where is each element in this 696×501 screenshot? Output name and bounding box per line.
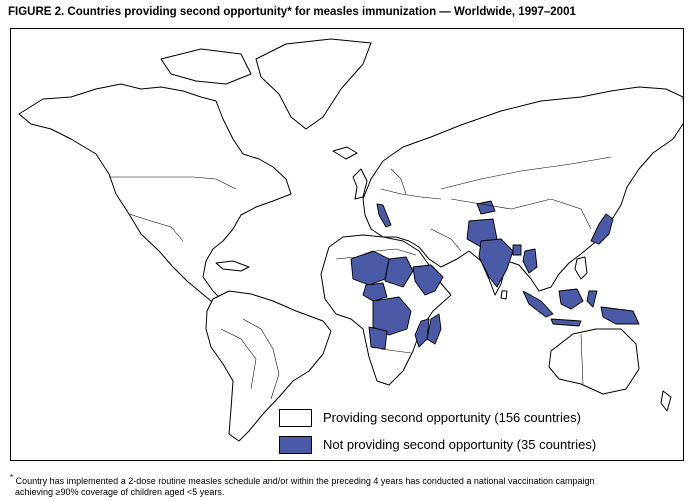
south-america-borders-2 [220, 328, 257, 390]
japan [590, 213, 614, 245]
madagascar [426, 313, 442, 345]
africa-north-border [335, 248, 417, 260]
footnote-line2: achieving ≥90% coverage of children aged… [15, 487, 225, 497]
south-america-borders [242, 318, 280, 400]
australia-borders [580, 333, 584, 385]
legend-label-providing: Providing second opportunity (156 countr… [323, 410, 581, 425]
horn-of-africa [412, 264, 444, 296]
north-america [18, 83, 292, 302]
middle-east-border [430, 228, 462, 252]
philippines [574, 256, 588, 280]
sri-lanka [500, 290, 508, 300]
bangladesh [512, 244, 522, 256]
angola [368, 326, 388, 350]
eurasia [362, 86, 683, 296]
russia-border [440, 156, 612, 190]
india [478, 238, 514, 288]
uk [352, 168, 368, 200]
greenland [255, 38, 372, 130]
south-america [205, 290, 332, 442]
italy [376, 203, 392, 228]
legend-item-not-providing: Not providing second opportunity (35 cou… [279, 434, 609, 456]
nigeria [362, 282, 388, 302]
map-legend: Providing second opportunity (156 countr… [279, 407, 609, 460]
map-frame: Providing second opportunity (156 countr… [10, 28, 684, 461]
legend-item-providing: Providing second opportunity (156 countr… [279, 407, 609, 429]
java [550, 318, 582, 327]
australia [548, 328, 640, 395]
europe-borders-2 [390, 168, 407, 195]
footnote-line1: Country has implemented a 2-dose routine… [15, 476, 595, 486]
mozambique [414, 318, 430, 348]
borneo [558, 288, 584, 310]
china-border [510, 198, 592, 230]
africa-south-border [380, 348, 412, 354]
us-canada-border [109, 176, 237, 190]
chad-region [384, 256, 414, 288]
cuba [215, 260, 250, 272]
legend-swatch-not-providing [279, 436, 312, 454]
new-zealand [660, 390, 672, 412]
europe-borders [380, 188, 442, 200]
arctic-islands [160, 48, 252, 85]
myanmar-laos [522, 248, 538, 274]
world-map [18, 38, 683, 442]
legend-label-not-providing: Not providing second opportunity (35 cou… [323, 437, 597, 452]
footnote: * Country has implemented a 2-dose routi… [10, 472, 690, 498]
central-asia-border [450, 198, 512, 210]
sulawesi [586, 290, 598, 308]
legend-swatch-providing [279, 409, 312, 427]
sumatra [522, 290, 554, 318]
new-guinea [600, 306, 640, 325]
congo [372, 296, 412, 336]
figure-title: FIGURE 2. Countries providing second opp… [8, 6, 576, 18]
iceland [332, 146, 358, 160]
us-mexico-border [128, 213, 184, 242]
footnote-marker: * [10, 473, 14, 482]
